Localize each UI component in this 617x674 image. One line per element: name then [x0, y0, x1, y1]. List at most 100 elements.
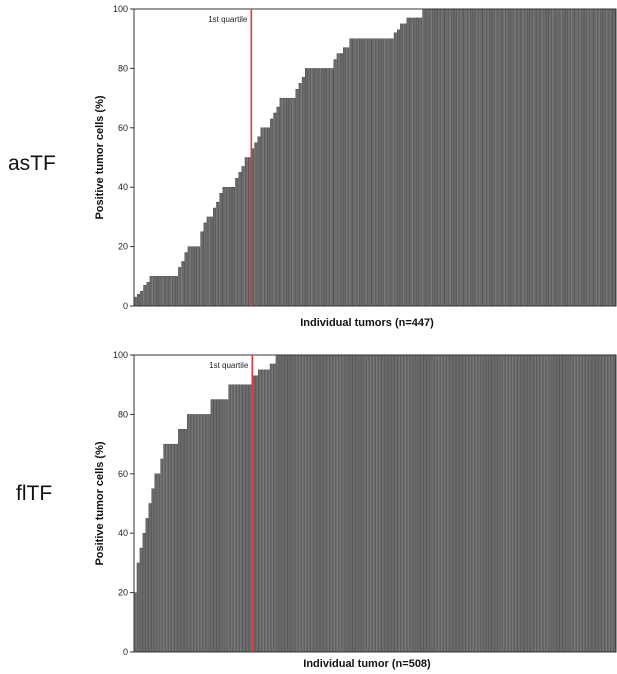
bar: [428, 8, 432, 307]
bar: [204, 414, 208, 653]
bar: [314, 68, 318, 307]
bar: [479, 354, 483, 653]
bar: [544, 354, 548, 653]
bar: [405, 354, 409, 653]
bar: [187, 246, 191, 307]
bar: [355, 38, 359, 307]
bar: [500, 354, 504, 653]
bar: [266, 369, 270, 653]
bar: [349, 354, 353, 653]
bar: [574, 354, 578, 653]
bar: [187, 414, 190, 653]
bar: [346, 354, 350, 653]
bar: [263, 127, 267, 307]
bar: [263, 369, 267, 653]
bar: [267, 127, 270, 307]
bar: [425, 8, 429, 307]
bar: [408, 354, 412, 653]
bar: [374, 38, 378, 307]
y-tick-label: 60: [118, 469, 128, 479]
bar: [533, 8, 537, 307]
bar: [565, 8, 569, 307]
bar: [169, 443, 173, 653]
bar: [216, 399, 220, 653]
bar: [352, 354, 356, 653]
bar: [228, 384, 232, 653]
bar: [577, 354, 581, 653]
bar: [447, 354, 450, 653]
bar: [287, 354, 291, 653]
bar: [238, 172, 242, 307]
bar: [232, 187, 236, 307]
bar: [305, 68, 308, 307]
bar: [165, 276, 169, 307]
bar: [520, 8, 524, 307]
panel-label-astf: asTF: [8, 152, 56, 175]
bar: [281, 354, 285, 653]
bar: [339, 53, 343, 307]
bar: [612, 354, 616, 653]
bar: [595, 354, 598, 653]
panel-label-fltf: flTF: [16, 482, 53, 505]
y-axis-title: Positive tumor cells (%): [94, 95, 106, 219]
bar: [420, 354, 424, 653]
bar: [562, 354, 566, 653]
bar: [178, 267, 182, 307]
bar: [228, 187, 232, 307]
bar: [376, 354, 380, 653]
bar: [295, 89, 299, 307]
bar: [603, 354, 607, 653]
bar: [603, 8, 607, 307]
bar: [298, 83, 302, 307]
bar: [592, 354, 595, 653]
bar: [194, 246, 197, 307]
bar: [568, 354, 572, 653]
bar: [192, 414, 196, 653]
bar: [244, 157, 248, 307]
bar: [606, 354, 610, 653]
bar: [552, 8, 556, 307]
bar: [463, 8, 467, 307]
bar: [331, 354, 335, 653]
bar: [308, 354, 312, 653]
y-tick-label: 40: [118, 528, 128, 538]
bar: [270, 118, 274, 307]
y-tick-label: 20: [118, 242, 128, 252]
bar: [494, 354, 498, 653]
bar: [508, 8, 511, 307]
bar: [362, 38, 366, 307]
bar: [390, 38, 394, 307]
bar: [159, 276, 163, 307]
bar: [459, 354, 462, 653]
bar: [148, 503, 152, 653]
bar: [394, 354, 397, 653]
bar: [450, 354, 453, 653]
bar: [465, 354, 468, 653]
quartile-label: 1st quartile: [208, 15, 248, 24]
bar: [333, 59, 337, 307]
bar: [546, 8, 549, 307]
bar: [195, 414, 199, 653]
bar: [145, 518, 149, 653]
bar: [296, 354, 300, 653]
bar: [473, 8, 477, 307]
bar: [393, 32, 397, 307]
bar: [152, 276, 156, 307]
bar: [275, 354, 279, 653]
bar: [367, 354, 371, 653]
bar: [352, 38, 356, 307]
bar: [385, 354, 388, 653]
bar: [377, 38, 381, 307]
bar: [349, 38, 353, 307]
bar: [203, 222, 207, 307]
bar: [587, 8, 591, 307]
bar: [438, 8, 442, 307]
bar: [466, 8, 470, 307]
bar: [142, 533, 146, 653]
bar: [222, 399, 226, 653]
bar: [492, 8, 496, 307]
bar: [402, 354, 406, 653]
bar: [504, 8, 508, 307]
bar: [550, 354, 554, 653]
bar: [431, 8, 435, 307]
